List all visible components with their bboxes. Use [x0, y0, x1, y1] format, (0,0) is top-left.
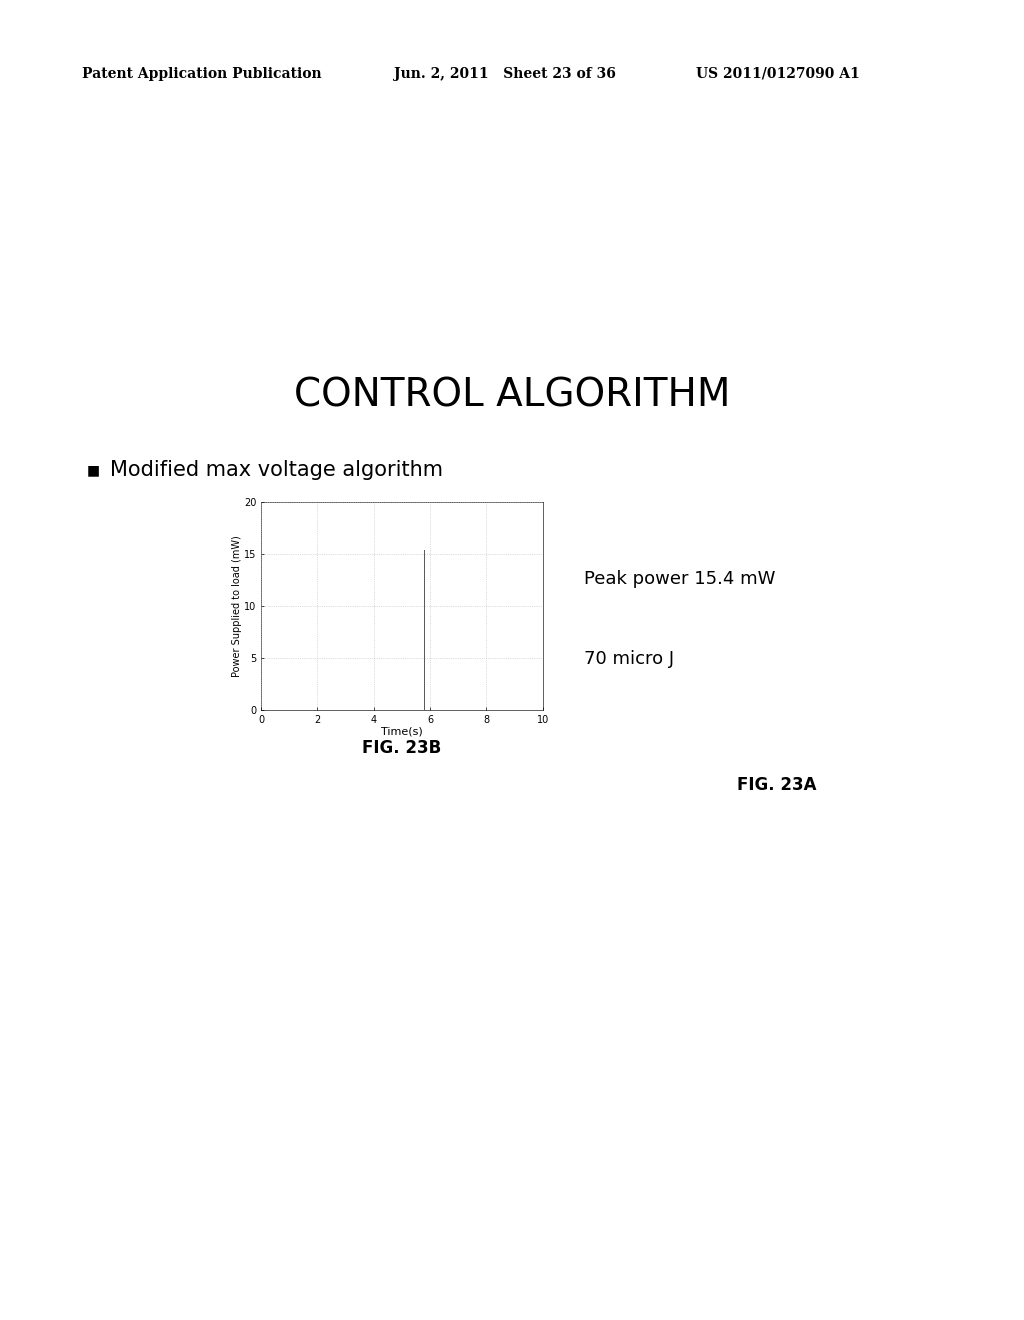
Text: 70 micro J: 70 micro J [584, 649, 674, 668]
Text: FIG. 23A: FIG. 23A [737, 776, 817, 795]
Y-axis label: Power Supplied to load (mW): Power Supplied to load (mW) [232, 535, 243, 677]
Text: US 2011/0127090 A1: US 2011/0127090 A1 [696, 67, 860, 81]
Text: Patent Application Publication: Patent Application Publication [82, 67, 322, 81]
Text: Peak power 15.4 mW: Peak power 15.4 mW [584, 570, 775, 589]
Text: FIG. 23B: FIG. 23B [362, 739, 441, 758]
Text: Modified max voltage algorithm: Modified max voltage algorithm [110, 459, 442, 480]
Text: Jun. 2, 2011   Sheet 23 of 36: Jun. 2, 2011 Sheet 23 of 36 [394, 67, 616, 81]
X-axis label: Time(s): Time(s) [381, 726, 423, 737]
Text: ■: ■ [87, 463, 100, 477]
Text: CONTROL ALGORITHM: CONTROL ALGORITHM [294, 376, 730, 414]
